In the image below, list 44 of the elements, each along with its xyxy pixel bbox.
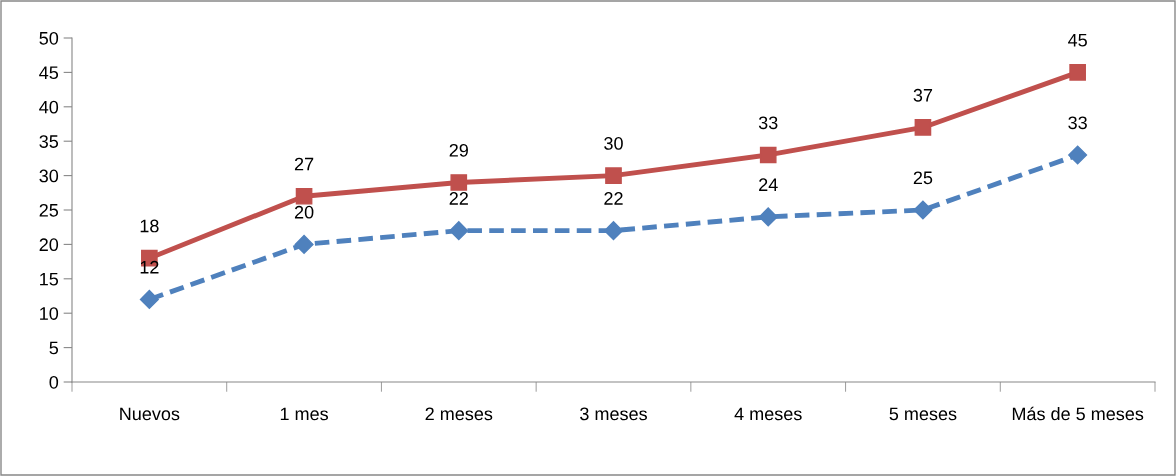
point — [294, 234, 314, 254]
x-tick-label: Más de 5 meses — [1012, 406, 1144, 421]
data-label: 33 — [1068, 116, 1087, 130]
point — [450, 174, 468, 191]
x-tick-label: Nuevos — [120, 407, 180, 421]
point — [139, 289, 159, 309]
x-tick-label: 5 meses — [889, 407, 957, 421]
x-tick-label: 3 meses — [580, 407, 647, 421]
data-label: 33 — [758, 116, 778, 130]
point — [1068, 145, 1088, 165]
point — [295, 187, 313, 205]
y-tick-label: 45 — [39, 66, 59, 80]
y-tick-label: 40 — [39, 100, 59, 114]
point — [758, 207, 778, 227]
point — [603, 221, 624, 241]
data-label: 27 — [294, 157, 314, 171]
x-tick-label: 4 meses — [734, 407, 802, 421]
y-tick-label: 10 — [40, 307, 59, 320]
y-tick-label: 15 — [40, 272, 59, 286]
point — [1069, 64, 1086, 81]
y-tick-label: 25 — [39, 203, 59, 217]
x-tick-label: 1 mes — [280, 407, 329, 421]
data-label: 22 — [449, 192, 468, 205]
point — [449, 221, 469, 241]
y-tick-label: 0 — [49, 375, 59, 389]
y-tick-label: 20 — [39, 238, 59, 252]
data-label: 22 — [604, 192, 623, 205]
data-label: 18 — [140, 219, 159, 233]
point — [914, 119, 932, 136]
point — [605, 167, 622, 184]
data-label: 45 — [1068, 34, 1087, 47]
x-tick-label: 2 meses — [425, 407, 493, 421]
data-label: 24 — [759, 178, 778, 191]
point — [913, 200, 933, 220]
y-tick-label: 5 — [49, 341, 59, 355]
y-tick-label: 35 — [39, 135, 59, 148]
data-label: 37 — [913, 88, 933, 102]
data-label: 29 — [449, 143, 468, 157]
y-tick-label: 50 — [39, 31, 59, 45]
data-label: 30 — [604, 137, 623, 150]
y-tick-label: 30 — [39, 169, 59, 183]
point — [759, 146, 777, 164]
data-label: 25 — [913, 171, 933, 185]
data-label: 20 — [294, 205, 314, 219]
